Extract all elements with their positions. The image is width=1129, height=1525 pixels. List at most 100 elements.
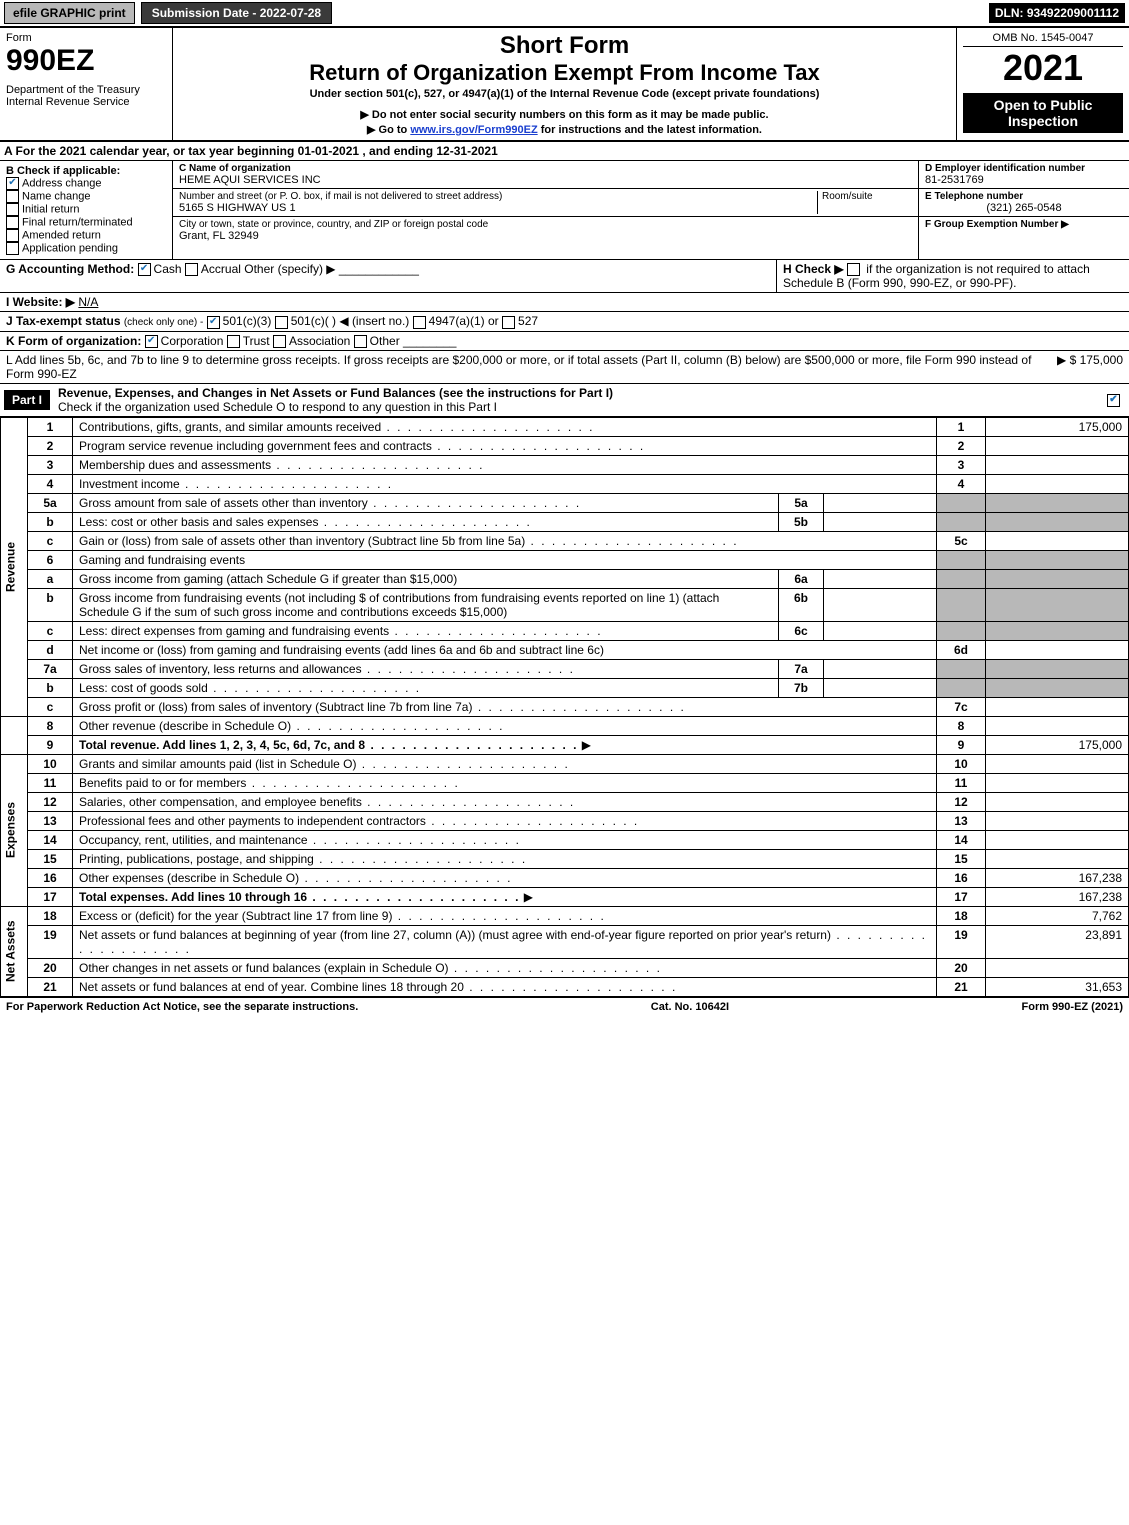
label-pending: Application pending — [22, 242, 118, 254]
line-ref: 9 — [937, 735, 986, 754]
shaded-cell — [986, 493, 1129, 512]
checkbox-corporation[interactable] — [145, 335, 158, 348]
sub-line-ref: 7a — [779, 659, 824, 678]
goto-text: ▶ Go to www.irs.gov/Form990EZ for instru… — [179, 123, 950, 136]
line-amount — [986, 474, 1129, 493]
phone-label: E Telephone number — [925, 191, 1123, 202]
section-k: K Form of organization: Corporation Trus… — [0, 332, 1129, 351]
expenses-vertical-label: Expenses — [1, 754, 28, 906]
line-amount — [986, 754, 1129, 773]
checkbox-501c3[interactable] — [207, 316, 220, 329]
checkbox-association[interactable] — [273, 335, 286, 348]
shaded-cell — [937, 550, 986, 569]
line-num: c — [28, 531, 73, 550]
sub-line-val — [824, 512, 937, 531]
shaded-cell — [937, 512, 986, 531]
checkbox-527[interactable] — [502, 316, 515, 329]
label-corporation: Corporation — [161, 334, 224, 348]
line-desc: Benefits paid to or for members — [73, 773, 937, 792]
checkbox-address-change[interactable] — [6, 177, 19, 190]
tax-exempt-suffix: (check only one) - — [124, 317, 203, 328]
checkbox-schedule-b[interactable] — [847, 263, 860, 276]
label-accrual: Accrual — [201, 262, 241, 276]
line-num: 11 — [28, 773, 73, 792]
shaded-cell — [937, 588, 986, 621]
shaded-cell — [937, 493, 986, 512]
line-ref: 20 — [937, 958, 986, 977]
line-desc: Contributions, gifts, grants, and simila… — [73, 417, 937, 436]
shaded-cell — [986, 659, 1129, 678]
tax-exempt-label: J Tax-exempt status — [6, 314, 121, 328]
line-desc: Other revenue (describe in Schedule O) — [73, 716, 937, 735]
line-desc: Less: cost of goods sold — [73, 678, 779, 697]
checkbox-name-change[interactable] — [6, 190, 19, 203]
line-ref: 13 — [937, 811, 986, 830]
line-amount — [986, 811, 1129, 830]
line-amount — [986, 830, 1129, 849]
line-ref: 17 — [937, 887, 986, 906]
header-right: OMB No. 1545-0047 2021 Open to Public In… — [957, 28, 1129, 140]
checkbox-schedule-o[interactable] — [1107, 394, 1120, 407]
open-inspection-label: Open to Public Inspection — [963, 93, 1123, 133]
label-cash: Cash — [154, 262, 182, 276]
checkbox-accrual[interactable] — [185, 263, 198, 276]
org-name: HEME AQUI SERVICES INC — [179, 174, 912, 186]
org-name-label: C Name of organization — [179, 163, 912, 174]
irs-link[interactable]: www.irs.gov/Form990EZ — [410, 124, 537, 136]
checkbox-cash[interactable] — [138, 263, 151, 276]
line-ref: 10 — [937, 754, 986, 773]
header-center: Short Form Return of Organization Exempt… — [173, 28, 957, 140]
line-desc: Membership dues and assessments — [73, 455, 937, 474]
top-bar: efile GRAPHIC print Submission Date - 20… — [0, 0, 1129, 28]
shaded-cell — [986, 550, 1129, 569]
revenue-vertical-label-cont — [1, 716, 28, 754]
line-ref: 16 — [937, 868, 986, 887]
line-desc: Gross profit or (loss) from sales of inv… — [73, 697, 937, 716]
line-desc: Other changes in net assets or fund bala… — [73, 958, 937, 977]
accounting-method-label: G Accounting Method: — [6, 262, 134, 276]
footer-center: Cat. No. 10642I — [651, 1001, 729, 1013]
checkbox-4947[interactable] — [413, 316, 426, 329]
checkbox-trust[interactable] — [227, 335, 240, 348]
line-num: 20 — [28, 958, 73, 977]
line-desc: Excess or (deficit) for the year (Subtra… — [73, 906, 937, 925]
shaded-cell — [937, 569, 986, 588]
efile-print-button[interactable]: efile GRAPHIC print — [4, 2, 135, 24]
part-1-label: Part I — [4, 390, 50, 410]
line-ref: 5c — [937, 531, 986, 550]
checkbox-amended[interactable] — [6, 229, 19, 242]
label-trust: Trust — [243, 334, 270, 348]
goto-prefix: ▶ Go to — [367, 124, 410, 136]
line-ref: 8 — [937, 716, 986, 735]
line-desc: Gross income from fundraising events (no… — [73, 588, 779, 621]
section-a: A For the 2021 calendar year, or tax yea… — [0, 142, 1129, 161]
label-501c3: 501(c)(3) — [223, 314, 272, 328]
line-amount — [986, 640, 1129, 659]
group-exemption-label: F Group Exemption Number ▶ — [925, 219, 1123, 230]
checkbox-other-org[interactable] — [354, 335, 367, 348]
shaded-cell — [986, 588, 1129, 621]
line-desc: Other expenses (describe in Schedule O) — [73, 868, 937, 887]
line-num: c — [28, 621, 73, 640]
sub-line-ref: 6a — [779, 569, 824, 588]
website-label: I Website: ▶ — [6, 295, 75, 309]
form-label: Form — [6, 32, 166, 44]
line-ref: 21 — [937, 977, 986, 996]
city-value: Grant, FL 32949 — [179, 230, 912, 242]
line-amount: 175,000 — [986, 735, 1129, 754]
checkbox-pending[interactable] — [6, 242, 19, 255]
ein-value: 81-2531769 — [925, 174, 1123, 186]
line-ref: 11 — [937, 773, 986, 792]
label-other-org: Other — [370, 334, 400, 348]
room-label: Room/suite — [822, 191, 912, 202]
checkbox-501c[interactable] — [275, 316, 288, 329]
checkbox-initial-return[interactable] — [6, 203, 19, 216]
line-ref: 12 — [937, 792, 986, 811]
label-501c: 501(c)( ) ◀ (insert no.) — [291, 314, 410, 328]
line-amount — [986, 436, 1129, 455]
line-num: 16 — [28, 868, 73, 887]
line-num: 4 — [28, 474, 73, 493]
checkbox-final-return[interactable] — [6, 216, 19, 229]
line-desc: Net income or (loss) from gaming and fun… — [73, 640, 937, 659]
sub-line-ref: 5a — [779, 493, 824, 512]
